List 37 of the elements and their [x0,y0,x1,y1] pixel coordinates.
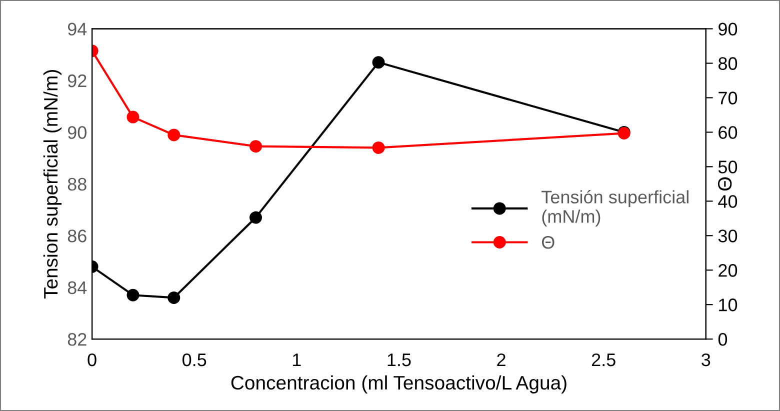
y2-tick-label: 50 [718,160,738,174]
x-tick-label: 3 [702,353,710,366]
point [249,211,262,224]
legend-label: Θ [542,236,554,249]
point [168,128,180,142]
x-tick-label: 2 [497,353,506,366]
y-tick-label: 88 [68,178,86,191]
x-axis-title: Concentracion (ml Tensoactivo/L Agua) [231,375,566,394]
y-tick-label: 84 [68,281,87,294]
x-tick-label: 1.5 [388,354,411,366]
legend-label: Tensión superficial (mN/m) [542,190,688,226]
y2-tick-label: 80 [718,57,738,70]
x-tick-label: 0.5 [182,353,206,366]
point [126,110,140,124]
y2-tick-label: 10 [719,298,738,312]
y-tick-label: 82 [68,333,86,346]
x-tick-label: 1 [293,354,301,366]
y2-tick-label: 40 [718,195,738,208]
point [249,140,262,153]
y2-tick-label: 20 [718,264,738,277]
point [168,291,180,304]
y-axis-title: Tension superficial (mN/m) [43,70,62,299]
y2-tick-label: 90 [718,22,738,36]
y2-tick-label: 30 [718,230,738,242]
point [372,141,385,154]
point [372,56,385,69]
y2-tick-label: 60 [718,126,738,139]
y-tick-label: 92 [68,74,86,88]
y2-axis-title: Θ [718,177,732,191]
x-tick-label: 0 [88,353,96,366]
y-tick-label: 90 [68,126,86,139]
point [126,288,140,302]
y-tick-label: 86 [68,230,86,242]
y2-tick-label: 70 [718,92,738,104]
x-tick-label: 2.5 [592,353,616,366]
y-tick-label: 94 [68,22,87,36]
y2-tick-label: 0 [718,333,728,346]
